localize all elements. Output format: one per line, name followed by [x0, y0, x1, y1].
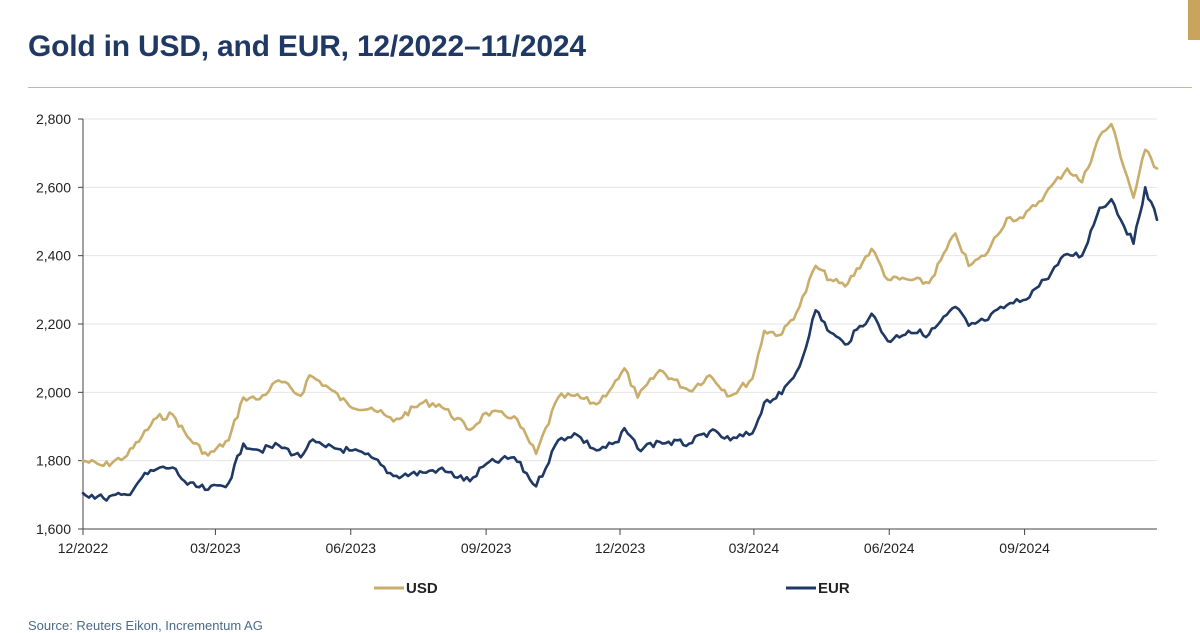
y-tick-label: 1,600 [36, 521, 71, 537]
x-tick-label: 09/2024 [999, 540, 1050, 556]
x-tick-label: 09/2023 [461, 540, 512, 556]
y-tick-label: 2,200 [36, 316, 71, 332]
corner-accent-bar [1188, 0, 1200, 40]
x-tick-label: 06/2024 [864, 540, 915, 556]
x-tick-label: 06/2023 [325, 540, 376, 556]
series-line-eur [81, 186, 1159, 502]
y-tick-label: 2,400 [36, 248, 71, 264]
legend-label-usd: USD [406, 580, 438, 597]
legend: USD EUR [374, 580, 850, 597]
y-tick-label: 2,600 [36, 179, 71, 195]
series-layer [81, 122, 1159, 502]
source-note: Source: Reuters Eikon, Incrementum AG [28, 618, 263, 633]
grid-layer [83, 118, 1157, 462]
y-tick-label: 2,000 [36, 384, 71, 400]
x-tick-label: 12/2022 [58, 540, 109, 556]
chart-title: Gold in USD, and EUR, 12/2022–11/2024 [28, 30, 586, 63]
x-tick-label: 12/2023 [595, 540, 646, 556]
x-tick-label: 03/2023 [190, 540, 241, 556]
x-tick-label: 03/2024 [729, 540, 780, 556]
title-divider [28, 87, 1192, 88]
series-line-usd [81, 122, 1159, 468]
y-tick-label: 1,800 [36, 453, 71, 469]
y-tick-label: 2,800 [36, 111, 71, 127]
legend-label-eur: EUR [818, 580, 850, 597]
